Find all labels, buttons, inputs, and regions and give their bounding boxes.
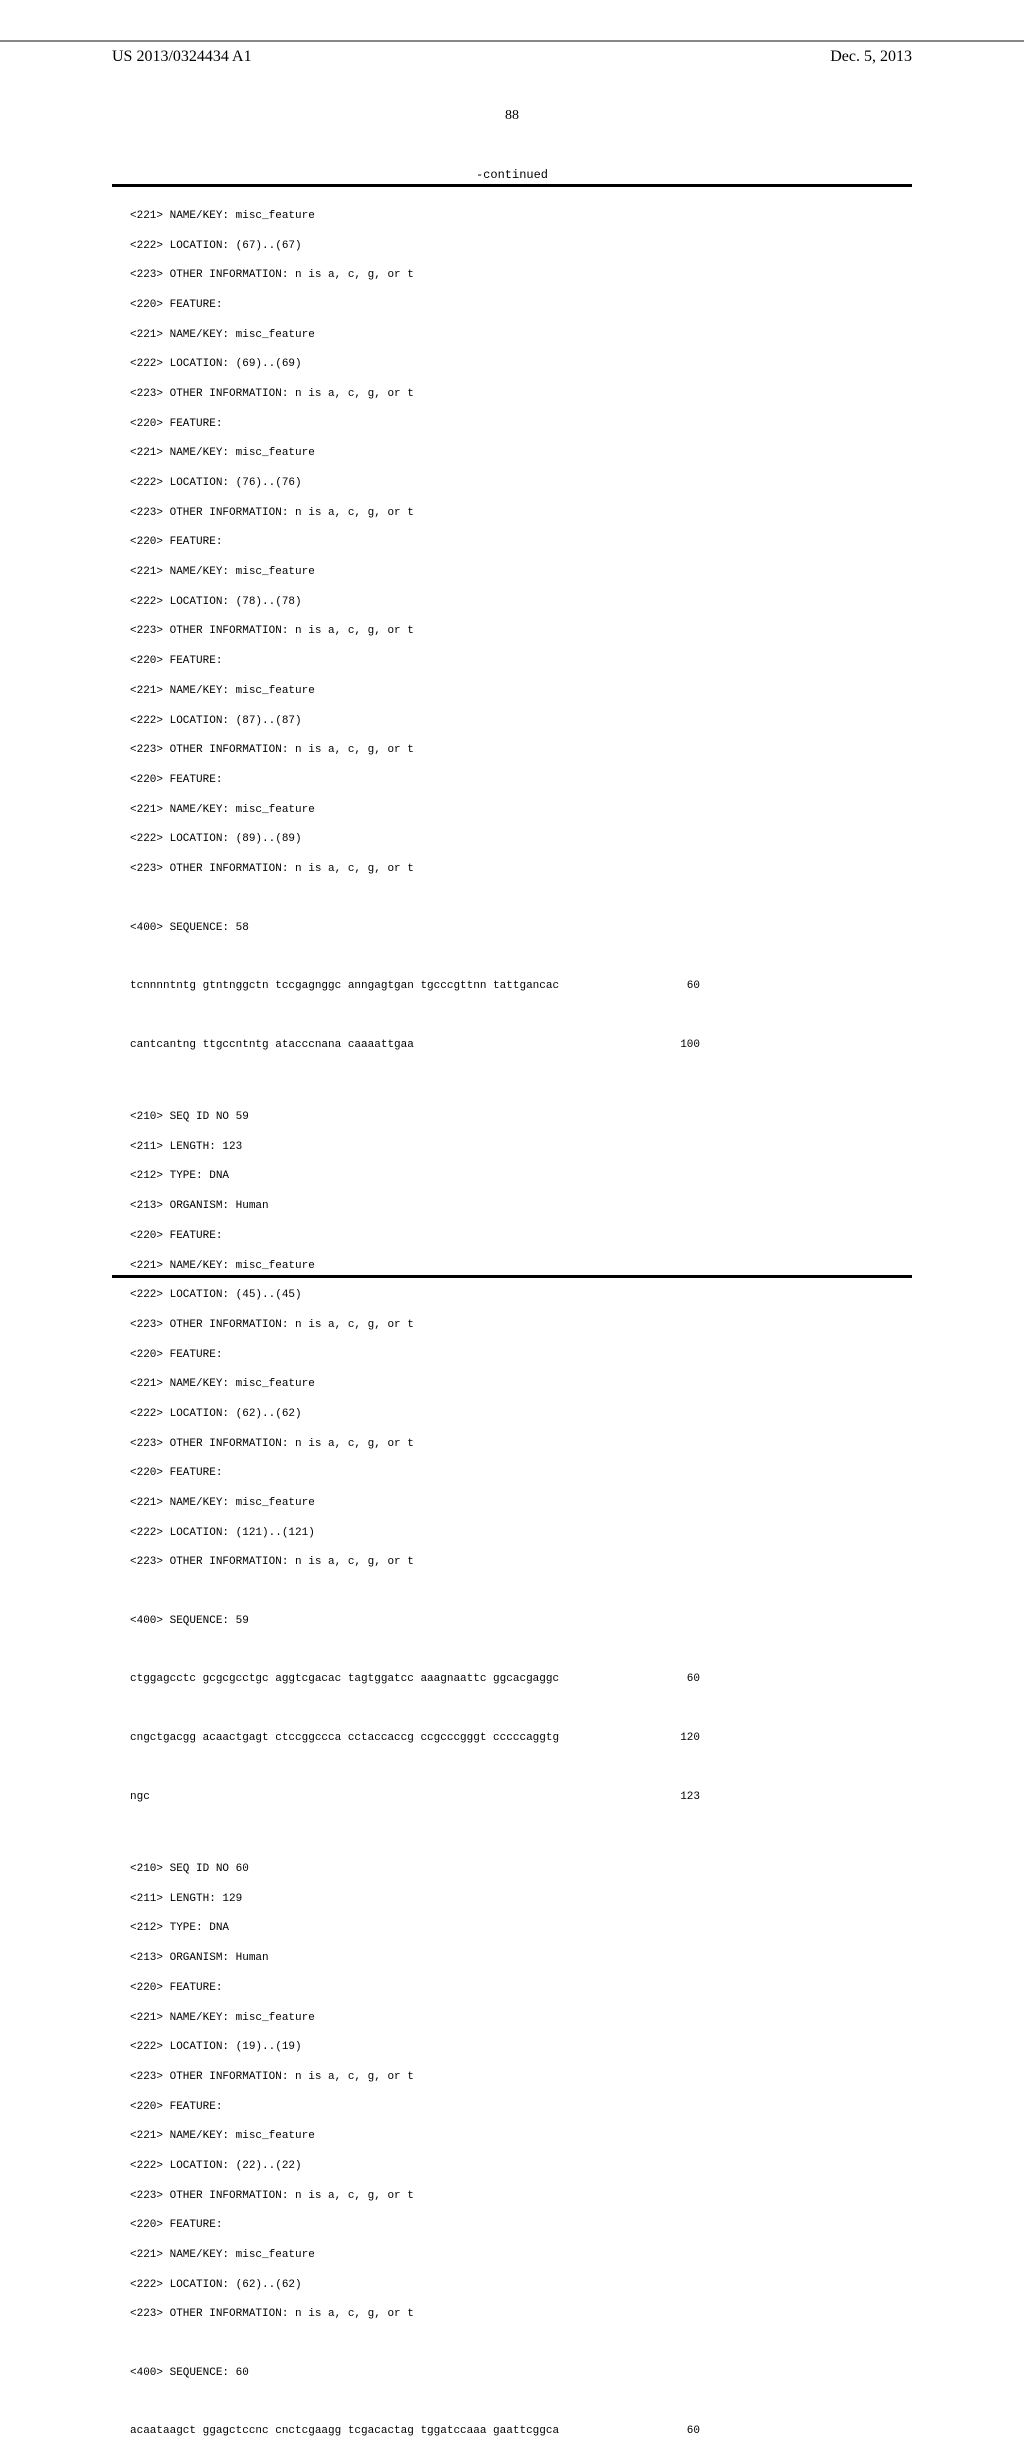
feature-line: <210> SEQ ID NO 60 (130, 1862, 910, 1877)
feature-line: <222> LOCATION: (45)..(45) (130, 1288, 910, 1303)
feature-line: <223> OTHER INFORMATION: n is a, c, g, o… (130, 862, 910, 877)
rule-top (112, 184, 912, 187)
sequence-position: 60 (687, 2424, 700, 2439)
feature-line: <223> OTHER INFORMATION: n is a, c, g, o… (130, 624, 910, 639)
sequence-text: ctggagcctc gcgcgcctgc aggtcgacac tagtgga… (130, 1672, 559, 1687)
feature-line: <222> LOCATION: (78)..(78) (130, 595, 910, 610)
feature-line: <212> TYPE: DNA (130, 1921, 910, 1936)
feature-line: <220> FEATURE: (130, 1466, 910, 1481)
feature-line: <222> LOCATION: (19)..(19) (130, 2040, 910, 2055)
feature-line: <221> NAME/KEY: misc_feature (130, 565, 910, 580)
sequence-line: cantcantng ttgccntntg atacccnana caaaatt… (130, 1038, 700, 1053)
feature-line: <222> LOCATION: (67)..(67) (130, 239, 910, 254)
feature-line: <222> LOCATION: (87)..(87) (130, 714, 910, 729)
feature-line: <221> NAME/KEY: misc_feature (130, 328, 910, 343)
page-number: 88 (0, 108, 1024, 124)
publication-number: US 2013/0324434 A1 (112, 48, 252, 66)
sequence-position: 123 (680, 1790, 700, 1805)
sequence-text: cantcantng ttgccntntg atacccnana caaaatt… (130, 1038, 414, 1053)
sequence-text: cngctgacgg acaactgagt ctccggccca cctacca… (130, 1731, 559, 1746)
sequence-text: tcnnnntntg gtntnggctn tccgagnggc anngagt… (130, 979, 559, 994)
feature-line: <220> FEATURE: (130, 298, 910, 313)
feature-line: <220> FEATURE: (130, 1229, 910, 1244)
feature-line: <223> OTHER INFORMATION: n is a, c, g, o… (130, 2307, 910, 2322)
sequence-position: 60 (687, 1672, 700, 1687)
feature-line: <223> OTHER INFORMATION: n is a, c, g, o… (130, 1318, 910, 1333)
publication-date: Dec. 5, 2013 (830, 48, 912, 66)
feature-line: <220> FEATURE: (130, 1348, 910, 1363)
feature-line: <221> NAME/KEY: misc_feature (130, 1259, 910, 1274)
feature-line: <220> FEATURE: (130, 773, 910, 788)
feature-line: <222> LOCATION: (69)..(69) (130, 357, 910, 372)
feature-line: <211> LENGTH: 129 (130, 1892, 910, 1907)
sequence-line: ctggagcctc gcgcgcctgc aggtcgacac tagtgga… (130, 1672, 700, 1687)
rule-bottom (112, 1275, 912, 1278)
feature-line: <222> LOCATION: (76)..(76) (130, 476, 910, 491)
feature-line: <210> SEQ ID NO 59 (130, 1110, 910, 1125)
sequence-line: cngctgacgg acaactgagt ctccggccca cctacca… (130, 1731, 700, 1746)
feature-line: <222> LOCATION: (121)..(121) (130, 1526, 910, 1541)
feature-line: <223> OTHER INFORMATION: n is a, c, g, o… (130, 268, 910, 283)
feature-line: <221> NAME/KEY: misc_feature (130, 1377, 910, 1392)
feature-line: <222> LOCATION: (62)..(62) (130, 2278, 910, 2293)
sequence-text: acaataagct ggagctccnc cnctcgaagg tcgacac… (130, 2424, 559, 2439)
feature-line: <221> NAME/KEY: misc_feature (130, 209, 910, 224)
sequence-listing: <221> NAME/KEY: misc_feature <222> LOCAT… (130, 194, 910, 2454)
feature-line: <220> FEATURE: (130, 654, 910, 669)
feature-line: <213> ORGANISM: Human (130, 1199, 910, 1214)
feature-line: <211> LENGTH: 123 (130, 1140, 910, 1155)
feature-line: <221> NAME/KEY: misc_feature (130, 2129, 910, 2144)
feature-line: <222> LOCATION: (22)..(22) (130, 2159, 910, 2174)
feature-line: <221> NAME/KEY: misc_feature (130, 2011, 910, 2026)
feature-line: <220> FEATURE: (130, 2218, 910, 2233)
feature-line: <223> OTHER INFORMATION: n is a, c, g, o… (130, 1555, 910, 1570)
feature-line: <220> FEATURE: (130, 1981, 910, 1996)
feature-line: <223> OTHER INFORMATION: n is a, c, g, o… (130, 1437, 910, 1452)
feature-line: <221> NAME/KEY: misc_feature (130, 446, 910, 461)
feature-line: <221> NAME/KEY: misc_feature (130, 803, 910, 818)
sequence-label: <400> SEQUENCE: 60 (130, 2366, 910, 2381)
feature-line: <212> TYPE: DNA (130, 1169, 910, 1184)
feature-line: <213> ORGANISM: Human (130, 1951, 910, 1966)
sequence-line: acaataagct ggagctccnc cnctcgaagg tcgacac… (130, 2424, 700, 2439)
continued-label: -continued (0, 168, 1024, 182)
sequence-line: tcnnnntntg gtntnggctn tccgagnggc anngagt… (130, 979, 700, 994)
feature-line: <220> FEATURE: (130, 417, 910, 432)
feature-line: <222> LOCATION: (62)..(62) (130, 1407, 910, 1422)
sequence-text: ngc (130, 1790, 150, 1805)
feature-line: <223> OTHER INFORMATION: n is a, c, g, o… (130, 2070, 910, 2085)
feature-line: <223> OTHER INFORMATION: n is a, c, g, o… (130, 387, 910, 402)
page-header: US 2013/0324434 A1 Dec. 5, 2013 (0, 40, 1024, 66)
sequence-line: ngc 123 (130, 1790, 700, 1805)
feature-line: <220> FEATURE: (130, 535, 910, 550)
feature-line: <221> NAME/KEY: misc_feature (130, 1496, 910, 1511)
feature-line: <223> OTHER INFORMATION: n is a, c, g, o… (130, 506, 910, 521)
feature-line: <223> OTHER INFORMATION: n is a, c, g, o… (130, 2189, 910, 2204)
feature-line: <220> FEATURE: (130, 2100, 910, 2115)
feature-line: <221> NAME/KEY: misc_feature (130, 684, 910, 699)
feature-line: <222> LOCATION: (89)..(89) (130, 832, 910, 847)
sequence-position: 120 (680, 1731, 700, 1746)
sequence-label: <400> SEQUENCE: 59 (130, 1614, 910, 1629)
feature-line: <221> NAME/KEY: misc_feature (130, 2248, 910, 2263)
sequence-position: 100 (680, 1038, 700, 1053)
sequence-label: <400> SEQUENCE: 58 (130, 921, 910, 936)
sequence-position: 60 (687, 979, 700, 994)
feature-line: <223> OTHER INFORMATION: n is a, c, g, o… (130, 743, 910, 758)
